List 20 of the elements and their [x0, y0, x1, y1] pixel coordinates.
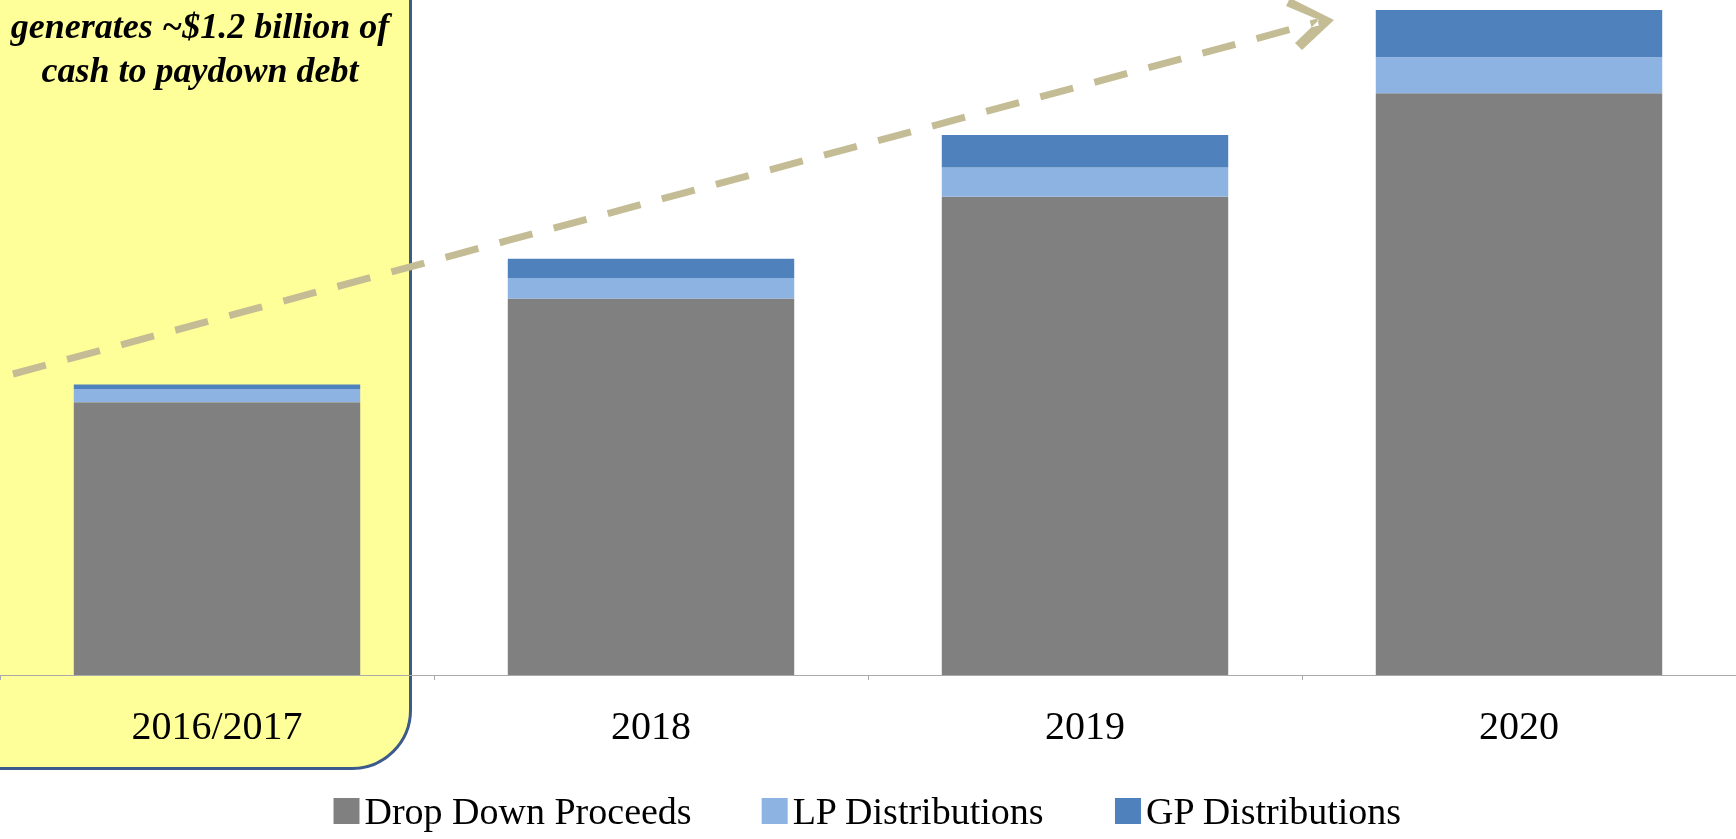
x-tick-label: 2018 — [611, 702, 691, 748]
annotation: generates ~$1.2 billion of cash to paydown debt — [9, 5, 393, 92]
bar — [941, 196, 1229, 675]
bar — [73, 389, 361, 403]
bar — [1375, 57, 1663, 94]
x-tick-label: 2019 — [1045, 702, 1125, 748]
bar — [1375, 93, 1663, 675]
bar — [507, 298, 795, 675]
legend-label: Drop Down Proceeds — [364, 790, 692, 832]
legend-label: GP Distributions — [1145, 790, 1402, 832]
legend-label: LP Distributions — [792, 790, 1044, 832]
bar — [507, 258, 795, 278]
bar — [73, 402, 361, 675]
x-tick-label: 2016/2017 — [131, 702, 303, 748]
bar — [507, 278, 795, 299]
bar — [941, 167, 1229, 197]
bar — [73, 384, 361, 390]
x-tick-label: 2020 — [1479, 702, 1559, 748]
bar — [941, 135, 1229, 168]
bar — [1375, 10, 1663, 58]
